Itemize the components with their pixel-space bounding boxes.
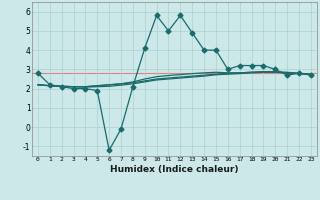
X-axis label: Humidex (Indice chaleur): Humidex (Indice chaleur) <box>110 165 239 174</box>
